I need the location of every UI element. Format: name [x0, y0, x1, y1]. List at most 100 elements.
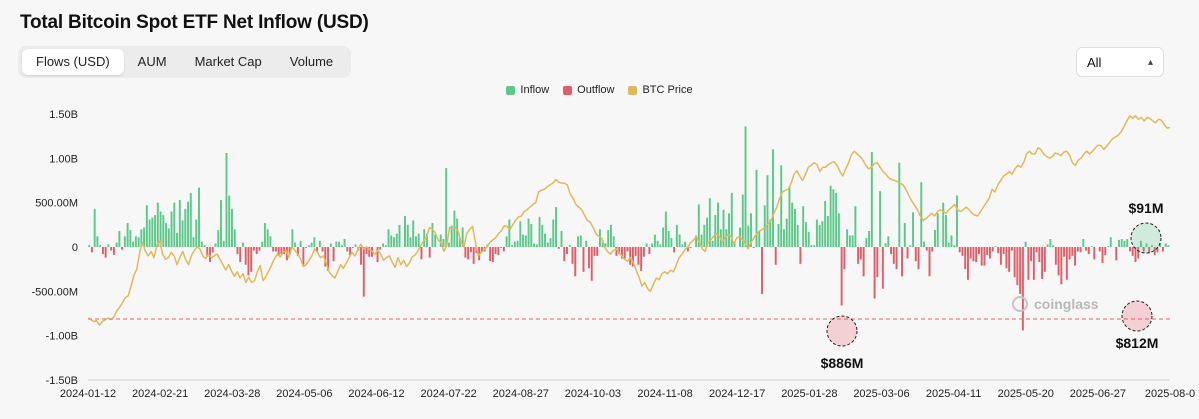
- outflow-bar: [1057, 247, 1060, 276]
- inflow-bar: [220, 199, 222, 247]
- outflow-bar: [1129, 247, 1131, 252]
- inflow-bar: [782, 229, 785, 247]
- outflow-bar: [980, 247, 983, 266]
- outflow-bar: [689, 247, 692, 248]
- outflow-bar: [1035, 247, 1038, 253]
- inflow-bar: [725, 229, 728, 247]
- outflow-bar: [582, 247, 585, 272]
- outflow-bar: [101, 247, 104, 255]
- inflow-bar: [203, 245, 206, 247]
- legend-inflow[interactable]: Inflow: [506, 84, 549, 96]
- outflow-bar: [1068, 247, 1071, 260]
- x-tick-label: 2025-04-11: [926, 388, 981, 400]
- outflow-bar: [351, 247, 354, 248]
- outflow-bar: [365, 247, 368, 255]
- inflow-bar: [148, 219, 151, 247]
- inflow-bar: [945, 215, 947, 247]
- inflow-bar: [659, 244, 662, 247]
- outflow-bar: [467, 247, 470, 260]
- inflow-bar: [96, 236, 99, 247]
- outflow-bar: [857, 247, 860, 264]
- inflow-bar: [653, 234, 656, 247]
- outflow-bar: [876, 247, 879, 278]
- inflow-bar: [934, 230, 936, 247]
- outflow-bar: [1019, 247, 1022, 295]
- outflow-bar: [332, 247, 335, 262]
- outflow-bar: [1005, 247, 1008, 269]
- inflow-bar: [318, 240, 321, 247]
- inflow-bar: [107, 244, 110, 247]
- inflow-bar: [409, 237, 412, 247]
- inflow-bar: [1109, 237, 1112, 247]
- tab-aum[interactable]: AUM: [137, 54, 167, 69]
- inflow-bar: [662, 227, 665, 247]
- inflow-bar: [154, 215, 157, 247]
- inflow-bar: [675, 224, 678, 247]
- inflow-bar: [530, 223, 533, 247]
- outflow-bar: [1013, 247, 1016, 278]
- inflow-bar: [398, 224, 401, 247]
- outflow-bar: [491, 247, 494, 263]
- inflow-bar: [950, 235, 953, 247]
- inflow-bar: [310, 242, 313, 247]
- outflow-bar: [362, 247, 365, 297]
- outflow-bar: [272, 247, 275, 252]
- inflow-bar: [123, 236, 126, 247]
- inflow-bar: [585, 240, 588, 247]
- legend-outflow[interactable]: Outflow: [563, 84, 614, 96]
- coinglass-logo-icon: [1012, 296, 1028, 312]
- outflow-bar: [906, 247, 909, 259]
- inflow-bar: [821, 221, 824, 247]
- inflow-bar: [129, 230, 132, 247]
- outflow-bar: [862, 247, 865, 277]
- outflow-bar: [1137, 247, 1140, 259]
- outflow-bar: [840, 247, 843, 306]
- inflow-bar: [678, 234, 681, 247]
- inflow-bar: [88, 245, 91, 247]
- inflow-bar: [829, 185, 832, 247]
- outflow-bar: [999, 247, 1002, 265]
- inflow-bar: [431, 223, 434, 247]
- outflow-bar: [302, 247, 305, 265]
- x-tick-label: 2024-07-22: [421, 388, 477, 400]
- y-tick-label: -1.00B: [46, 331, 78, 343]
- y-tick-label: 500.00M: [35, 198, 78, 210]
- inflow-bar: [445, 168, 448, 247]
- outflow-bar: [1074, 247, 1077, 266]
- callout-label: $812M: [1116, 335, 1159, 351]
- outflow-bar: [327, 247, 330, 271]
- inflow-bar: [697, 204, 700, 247]
- inflow-bar: [912, 212, 915, 247]
- inflow-bar: [936, 213, 939, 247]
- inflow-bar: [750, 213, 752, 247]
- outflow-bar: [1038, 247, 1041, 263]
- inflow-bar: [670, 238, 673, 247]
- callout-circle: [1130, 222, 1162, 254]
- inflow-bar: [609, 224, 612, 247]
- outflow-bar: [1060, 247, 1063, 285]
- outflow-bar: [618, 247, 621, 255]
- inflow-bar: [854, 206, 857, 247]
- legend-btc-price[interactable]: BTC Price: [628, 84, 693, 96]
- outflow-bar: [500, 247, 503, 248]
- range-select[interactable]: All ▴: [1076, 47, 1164, 77]
- inflow-bar: [178, 199, 181, 247]
- tab-market-cap[interactable]: Market Cap: [194, 54, 262, 69]
- tab-volume[interactable]: Volume: [289, 54, 334, 69]
- inflow-bar: [802, 206, 805, 247]
- x-tick-label: 2025-05-20: [998, 388, 1054, 400]
- x-tick-label: 2025-01-28: [781, 388, 837, 400]
- btc-swatch-icon: [628, 85, 638, 95]
- outflow-bar: [296, 247, 299, 256]
- tab-flows[interactable]: Flows (USD): [22, 49, 124, 75]
- outflow-bar: [494, 247, 497, 255]
- inflow-bar: [777, 223, 780, 247]
- inflow-bar: [162, 215, 165, 247]
- inflow-bar: [450, 225, 453, 247]
- inflow-bar: [159, 211, 162, 247]
- inflow-bar: [423, 229, 426, 247]
- outflow-bar: [881, 247, 884, 289]
- inflow-bar: [772, 149, 774, 247]
- btc-price-line: [87, 114, 1171, 326]
- x-tick-label: 2024-10-03: [565, 388, 621, 400]
